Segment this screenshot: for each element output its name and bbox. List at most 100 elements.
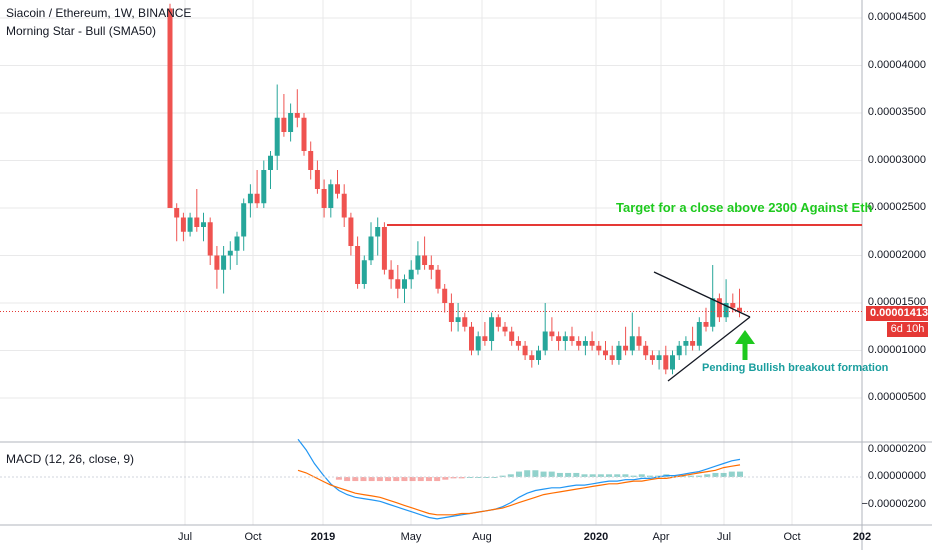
candle-body (737, 307, 742, 312)
candle-body (221, 255, 227, 270)
candle-body (388, 269, 394, 280)
candle-body (690, 341, 696, 346)
macd-histogram-bar (630, 475, 637, 477)
macd-histogram-bar (524, 470, 531, 477)
candle-body (288, 113, 294, 132)
candle-body (549, 331, 555, 337)
macd-histogram-bar (655, 475, 662, 477)
price-axis-label: 0.00002500 (867, 201, 926, 213)
candle-body (227, 250, 233, 256)
candle-body (469, 326, 474, 351)
candle-body (596, 345, 602, 351)
time-axis-label: Jul (716, 531, 732, 543)
macd-histogram-bar (352, 477, 359, 482)
candle-body (335, 184, 340, 194)
time-axis-label: May (400, 531, 422, 543)
macd-histogram-bar (548, 471, 555, 477)
macd-histogram-bar (376, 477, 383, 482)
candle-body (710, 298, 716, 327)
candle-body (274, 117, 280, 156)
candle-body (314, 170, 320, 189)
macd-histogram-bar (507, 474, 514, 477)
candle-body (348, 217, 354, 246)
price-axis-label: 0.00002000 (867, 248, 926, 261)
candle-body (281, 117, 287, 132)
macd-histogram-bar (646, 475, 653, 477)
macd-histogram-bar (556, 472, 563, 477)
symbol-title: Siacoin / Ethereum, 1W, BINANCE (6, 6, 192, 20)
candle-body (201, 222, 206, 227)
candle-body (703, 322, 709, 327)
candle-body (408, 269, 414, 280)
candle-body (234, 236, 240, 251)
macd-histogram-bar (425, 477, 432, 482)
macd-histogram-bar (450, 477, 457, 479)
candle-body (509, 331, 515, 341)
candle-body (515, 341, 521, 346)
candle-body (187, 217, 193, 232)
candle-body (663, 355, 669, 370)
candle-body (556, 336, 562, 341)
candle-body (308, 151, 314, 170)
candle-body (589, 341, 595, 346)
time-axis-label: Oct (244, 531, 262, 543)
descending-trendline (653, 271, 751, 318)
candle-body (636, 336, 642, 346)
candle-body (167, 8, 173, 208)
time-axis-label: Oct (783, 531, 801, 543)
price-axis-label: 0.00004000 (867, 58, 926, 71)
candle-body (629, 336, 635, 351)
candle-body (683, 341, 689, 346)
macd-histogram-bar (687, 475, 694, 477)
macd-histogram-bar (679, 475, 686, 477)
candle-body (536, 350, 541, 360)
candle-body (435, 269, 441, 289)
macd-line (297, 438, 741, 520)
candle-body (522, 345, 528, 356)
macd-histogram-bar (728, 471, 735, 477)
macd-histogram-bar (565, 472, 572, 477)
candle-body (696, 322, 702, 346)
candle-body (670, 355, 675, 370)
macd-histogram-bar (614, 474, 621, 477)
candle-body (716, 298, 722, 318)
macd-histogram-bar (335, 477, 342, 480)
macd-histogram-bar (704, 474, 711, 477)
candle-body (402, 279, 407, 289)
macd-histogram-bar (393, 477, 400, 482)
time-axis-label: Jul (177, 531, 193, 543)
price-axis-label: 0.00000500 (867, 391, 926, 403)
macd-histogram-bar (499, 475, 506, 477)
macd-histogram-bar (516, 471, 522, 477)
candle-body (214, 255, 220, 270)
macd-histogram-bar (597, 474, 604, 477)
breakout-annotation[interactable]: Pending Bullish breakout formation (702, 362, 889, 374)
macd-histogram-bar (573, 472, 580, 477)
target-annotation[interactable]: Target for a close above 2300 Against Et… (616, 200, 873, 215)
candle-body (422, 255, 428, 265)
macd-histogram-bar (360, 477, 367, 482)
candle-body (529, 355, 535, 360)
bar-countdown-tag: 6d 10h (887, 322, 928, 337)
candle-body (268, 155, 273, 170)
candle-body (254, 193, 260, 204)
candle-body (381, 227, 387, 270)
candle-body (569, 336, 575, 341)
macd-histogram-bar (712, 472, 719, 477)
ascending-trendline (667, 316, 751, 382)
current-price-tag: 0.00001413 (866, 306, 928, 321)
up-arrow-icon (735, 330, 755, 344)
macd-axis-label: 0.00000200 (867, 443, 926, 455)
candle-body (328, 184, 334, 208)
candle-body (542, 331, 548, 351)
time-axis-label: 2019 (310, 531, 336, 543)
macd-histogram-bar (368, 477, 375, 482)
candle-body (475, 336, 481, 351)
candle-body (656, 355, 662, 360)
candle-body (241, 203, 247, 237)
macd-histogram-bar (344, 477, 351, 482)
candle-body (448, 303, 454, 322)
macd-histogram-bar (622, 474, 629, 477)
candle-body (428, 265, 434, 270)
